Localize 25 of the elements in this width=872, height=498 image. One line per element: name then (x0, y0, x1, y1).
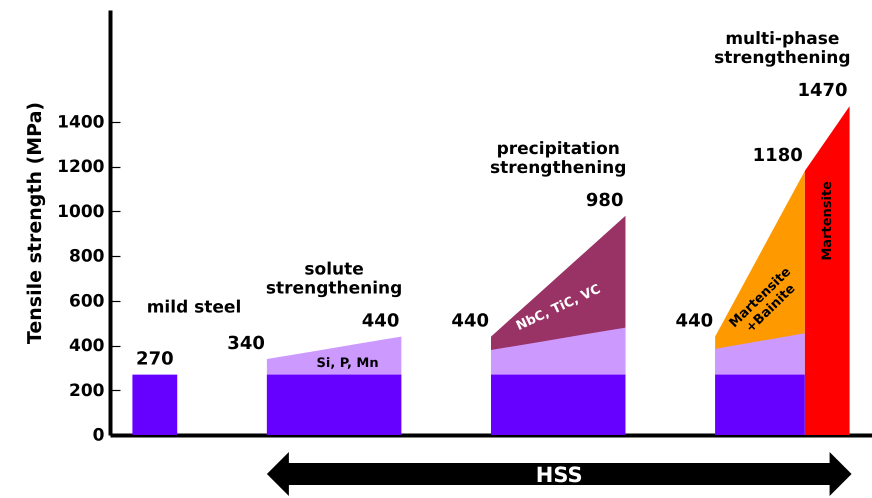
data-label: 440 (451, 310, 489, 332)
y-axis-title: Tensile strength (MPa) (24, 102, 46, 344)
data-label: 440 (362, 310, 400, 332)
text: HSS (536, 463, 583, 487)
series-label: Martensite (820, 180, 836, 261)
annotation: mild steel (146, 298, 242, 318)
data-label: 340 (227, 332, 265, 354)
annotation: solute strengthening (266, 260, 402, 299)
series-label: NbC, TiC, VC (514, 282, 603, 334)
data-label: 270 (136, 348, 174, 370)
y-tick-label: 1200 (57, 157, 105, 178)
series-label: Si, P, Mn (316, 356, 379, 372)
y-tick-label: 400 (69, 336, 105, 356)
y-tick-label: 0 (92, 426, 105, 446)
data-label: 980 (586, 190, 624, 211)
annotation: precipitation strengthening (490, 138, 626, 178)
y-tick-label: 600 (69, 291, 105, 312)
data-label: 1180 (752, 145, 803, 166)
y-tick-label: 1400 (57, 112, 105, 132)
annotation: multi-phase strengthening (714, 29, 851, 68)
y-tick-label: 1000 (57, 202, 105, 222)
y-tick-label: 800 (69, 246, 105, 267)
data-label: 440 (676, 310, 714, 332)
y-tick-label: 200 (69, 380, 105, 401)
data-label: 1470 (797, 80, 848, 102)
